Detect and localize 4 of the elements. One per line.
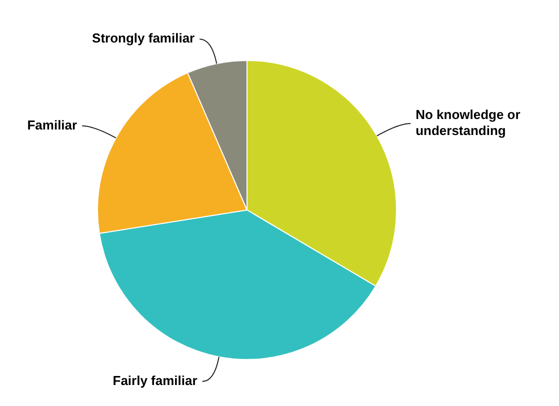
slice-label: Fairly familiar <box>112 372 198 388</box>
slice-label: No knowledge or understanding <box>416 107 520 138</box>
slice-label: Strongly familiar <box>92 30 195 46</box>
slice-label: Familiar <box>27 118 78 133</box>
